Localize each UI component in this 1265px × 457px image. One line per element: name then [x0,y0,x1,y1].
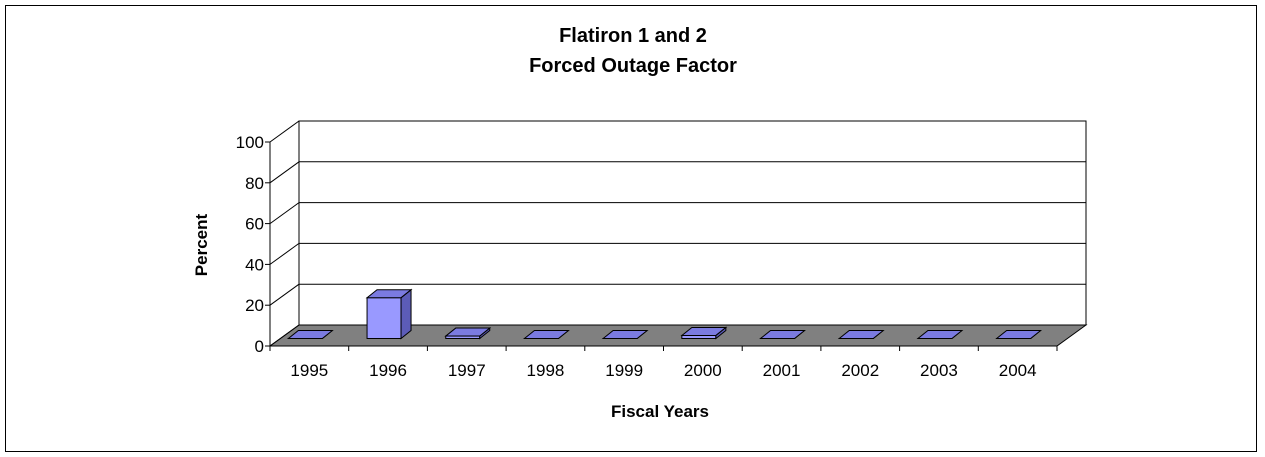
x-tick-label: 1997 [448,361,486,380]
x-tick-label: 2000 [684,361,722,380]
bar-top [601,330,649,339]
bar-top [444,327,492,337]
bar-top [523,330,570,339]
side-wall-line [269,283,300,306]
y-tick-label: 0 [255,337,264,356]
side-wall-line [269,324,300,347]
y-tick-label: 60 [245,215,264,234]
x-tick-label: 2003 [920,361,958,380]
side-wall-line [269,202,300,225]
x-tick-label: 1998 [527,361,565,380]
bar-top [286,330,334,339]
bar-front [366,297,402,340]
x-tick-label: 1996 [369,361,407,380]
x-tick-label: 1995 [290,361,328,380]
y-tick-label: 80 [245,174,264,193]
chart-title-line-2: Forced Outage Factor [529,55,737,77]
back-wall [298,120,1087,326]
y-tick-label: 100 [236,133,264,152]
bar-top [995,330,1043,339]
plot-area: 0 20 40 60 80 100 1995 1996 1997 1998 1999 2000 2001… [236,120,1088,380]
y-tick-label: 20 [245,296,264,315]
x-tick-label: 2001 [763,361,801,380]
side-wall-line [269,161,300,184]
side-wall-line [269,242,300,265]
bar-top [680,326,728,336]
bar-top [837,330,885,339]
x-tick-label: 2002 [841,361,879,380]
bar-top [365,289,413,299]
x-tick-label: 2004 [999,361,1037,380]
x-axis-label: Fiscal Years [611,402,709,421]
x-tick-label: 1999 [605,361,643,380]
bar-top [759,330,806,339]
side-wall-line [269,120,300,143]
y-axis-label: Percent [192,213,211,276]
y-tick-label: 40 [245,255,264,274]
chart-title-line-1: Flatiron 1 and 2 [559,25,707,47]
bar-top [916,330,964,339]
